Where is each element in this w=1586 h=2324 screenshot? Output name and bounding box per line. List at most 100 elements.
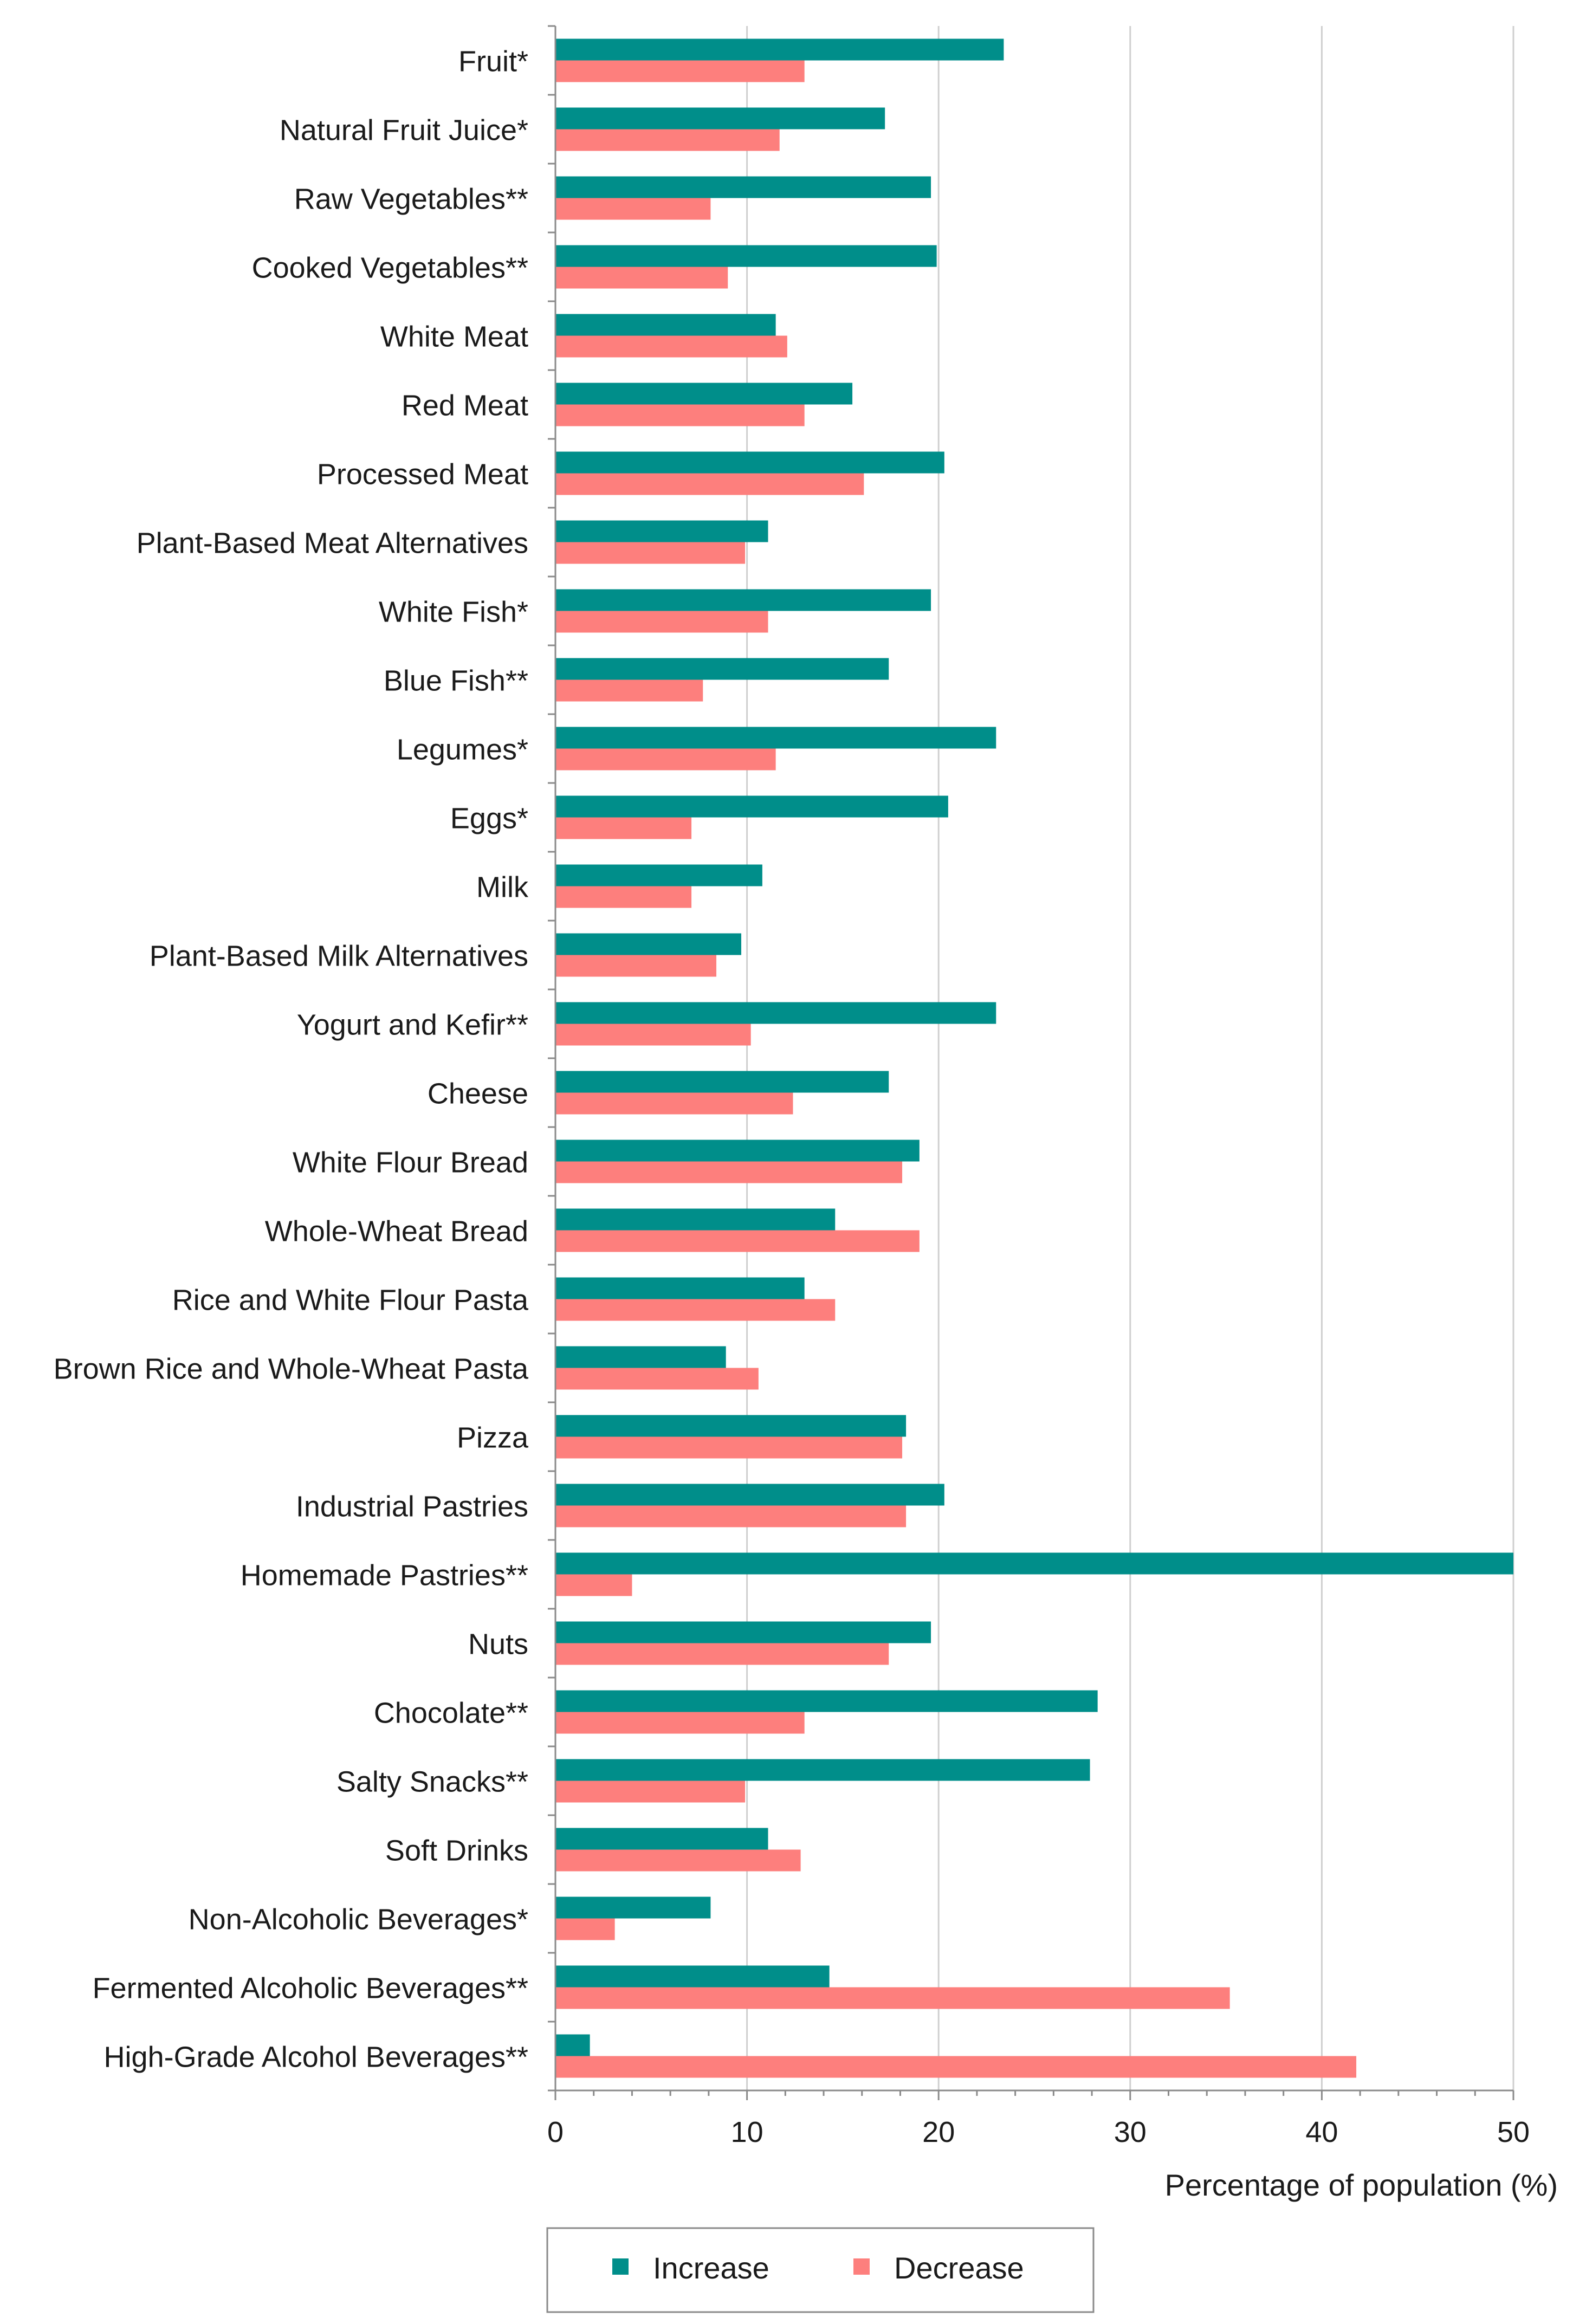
- bar-increase-9: [555, 658, 889, 680]
- bar-decrease-1: [555, 129, 780, 151]
- category-label: Raw Vegetables**: [294, 183, 528, 216]
- category-label: Rice and White Flour Pasta: [172, 1284, 529, 1317]
- category-label: Legumes*: [397, 734, 528, 766]
- bar-increase-2: [555, 176, 931, 198]
- bar-decrease-20: [555, 1436, 903, 1459]
- category-label: High-Grade Alcohol Beverages**: [104, 2041, 528, 2074]
- bar-increase-26: [555, 1828, 768, 1850]
- category-label: Whole-Wheat Bread: [265, 1215, 528, 1248]
- category-label: Nuts: [468, 1628, 528, 1661]
- bar-increase-21: [555, 1484, 944, 1506]
- bar-increase-16: [555, 1140, 920, 1162]
- bar-decrease-16: [555, 1161, 903, 1183]
- legend-box: [546, 2227, 1095, 2313]
- legend-swatch-decrease: [853, 2258, 870, 2275]
- bar-increase-22: [555, 1552, 1513, 1575]
- category-label: Pizza: [457, 1422, 529, 1454]
- category-label: Fruit*: [458, 46, 528, 78]
- legend-label-decrease: Decrease: [894, 2251, 1024, 2285]
- category-label: Plant-Based Milk Alternatives: [150, 940, 528, 973]
- bar-increase-24: [555, 1690, 1098, 1712]
- legend-swatch-increase: [612, 2258, 629, 2275]
- category-label: Yogurt and Kefir**: [297, 1009, 528, 1041]
- bar-increase-3: [555, 245, 937, 267]
- bar-increase-7: [555, 520, 768, 542]
- bar-increase-11: [555, 795, 948, 818]
- bar-decrease-14: [555, 1024, 751, 1046]
- category-label: Chocolate**: [374, 1697, 528, 1730]
- bar-decrease-23: [555, 1643, 889, 1665]
- category-label: Brown Rice and Whole-Wheat Pasta: [54, 1353, 529, 1386]
- bar-decrease-13: [555, 955, 717, 977]
- category-labels: Fruit* Natural Fruit Juice* Raw Vegetables…: [54, 46, 529, 2074]
- bar-decrease-26: [555, 1849, 801, 1872]
- bar-decrease-21: [555, 1505, 907, 1527]
- category-label: White Meat: [380, 321, 528, 353]
- bar-increase-27: [555, 1896, 711, 1919]
- category-label: Non-Alcoholic Beverages*: [189, 1904, 528, 1936]
- legend-label-increase: Increase: [653, 2251, 769, 2285]
- category-label: White Flour Bread: [293, 1147, 528, 1179]
- bar-increase-8: [555, 589, 931, 611]
- bar-increase-28: [555, 1965, 830, 1988]
- bar-decrease-8: [555, 611, 768, 633]
- bar-decrease-9: [555, 679, 703, 702]
- x-tick-label: 20: [922, 2116, 955, 2148]
- category-label: Eggs*: [450, 802, 528, 835]
- bar-increase-4: [555, 314, 776, 336]
- bar-decrease-27: [555, 1918, 615, 1940]
- bar-increase-1: [555, 107, 885, 130]
- x-tick-labels: 0 10 20 30 40 50: [547, 2116, 1530, 2148]
- bar-decrease-24: [555, 1712, 805, 1734]
- category-label: White Fish*: [379, 596, 528, 629]
- bar-decrease-2: [555, 198, 711, 220]
- bar-increase-15: [555, 1071, 889, 1093]
- bar-increase-20: [555, 1415, 907, 1437]
- bar-increase-10: [555, 727, 996, 749]
- bar-decrease-5: [555, 404, 805, 426]
- bar-increase-29: [555, 2034, 590, 2056]
- bar-decrease-19: [555, 1368, 759, 1390]
- category-label: Blue Fish**: [384, 665, 528, 697]
- bars: [555, 38, 1513, 2078]
- bar-decrease-28: [555, 1987, 1230, 2009]
- bar-decrease-10: [555, 748, 776, 771]
- bar-decrease-17: [555, 1230, 920, 1252]
- x-tick-label: 40: [1305, 2116, 1338, 2148]
- category-label: Plant-Based Meat Alternatives: [137, 527, 528, 560]
- x-tick-label: 50: [1497, 2116, 1530, 2148]
- bar-decrease-29: [555, 2056, 1357, 2078]
- bar-increase-5: [555, 383, 853, 405]
- bar-decrease-22: [555, 1574, 632, 1596]
- legend: Increase Decrease: [546, 2227, 1095, 2313]
- category-label: Soft Drinks: [385, 1835, 528, 1867]
- bar-decrease-15: [555, 1092, 793, 1115]
- category-label: Salty Snacks**: [336, 1766, 528, 1798]
- bar-decrease-3: [555, 267, 728, 289]
- bar-decrease-7: [555, 542, 746, 564]
- bar-decrease-12: [555, 886, 692, 908]
- bar-decrease-11: [555, 817, 692, 839]
- x-tick-label: 30: [1114, 2116, 1147, 2148]
- bar-increase-12: [555, 864, 762, 886]
- bar-decrease-0: [555, 60, 805, 82]
- bar-increase-19: [555, 1346, 726, 1368]
- x-tick-label: 10: [731, 2116, 763, 2148]
- bar-decrease-25: [555, 1781, 746, 1803]
- bar-increase-6: [555, 451, 944, 474]
- bar-decrease-6: [555, 473, 864, 495]
- category-label: Homemade Pastries**: [241, 1559, 528, 1592]
- bar-increase-25: [555, 1759, 1090, 1781]
- category-label: Red Meat: [402, 390, 528, 422]
- bar-increase-18: [555, 1277, 805, 1299]
- category-label: Fermented Alcoholic Beverages**: [93, 1972, 528, 2005]
- bar-increase-13: [555, 933, 741, 955]
- bar-increase-17: [555, 1208, 836, 1231]
- category-label: Cooked Vegetables**: [252, 252, 528, 284]
- bar-increase-23: [555, 1621, 931, 1643]
- bar-increase-0: [555, 38, 1004, 61]
- bar-increase-14: [555, 1002, 996, 1024]
- gridlines: [746, 26, 1514, 2090]
